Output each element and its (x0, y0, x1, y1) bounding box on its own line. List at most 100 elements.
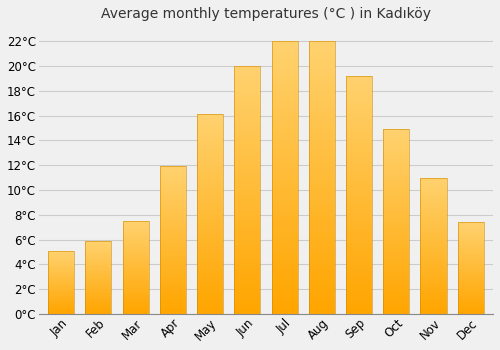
Bar (420, 273, 446, 276)
Bar (309, 287, 335, 292)
Bar (122, 256, 148, 258)
Bar (197, 206, 223, 210)
Bar (122, 269, 148, 271)
Bar (458, 248, 483, 250)
Bar (420, 243, 446, 246)
Bar (197, 286, 223, 290)
Bar (48, 287, 74, 289)
Bar (272, 205, 297, 210)
Bar (309, 210, 335, 216)
Bar (234, 254, 260, 259)
Bar (272, 216, 297, 221)
Bar (197, 126, 223, 131)
Bar (160, 243, 186, 246)
Bar (272, 90, 297, 96)
Bar (309, 298, 335, 303)
Bar (420, 267, 446, 270)
Bar (458, 255, 483, 257)
Bar (86, 276, 112, 277)
Bar (122, 226, 148, 229)
Bar (420, 298, 446, 300)
Bar (309, 265, 335, 270)
Bar (272, 134, 297, 140)
Bar (272, 199, 297, 205)
Bar (160, 281, 186, 285)
Bar (309, 216, 335, 221)
Bar (234, 86, 260, 91)
Bar (197, 154, 223, 158)
Bar (420, 259, 446, 262)
Bar (272, 189, 297, 194)
Bar (160, 217, 186, 219)
Bar (383, 170, 409, 174)
Bar (122, 279, 148, 280)
Bar (197, 294, 223, 298)
Bar (197, 254, 223, 258)
Bar (458, 233, 483, 235)
Bar (458, 224, 483, 226)
Bar (458, 222, 483, 224)
Bar (234, 165, 260, 170)
Bar (346, 95, 372, 100)
Bar (346, 233, 372, 238)
Bar (48, 282, 74, 284)
Bar (383, 288, 409, 292)
Bar (48, 280, 74, 281)
Bar (309, 107, 335, 112)
Bar (272, 227, 297, 232)
Bar (86, 303, 112, 305)
Bar (197, 210, 223, 214)
Bar (383, 233, 409, 236)
Bar (122, 239, 148, 241)
Bar (234, 185, 260, 190)
Bar (346, 124, 372, 128)
Bar (383, 159, 409, 162)
Bar (160, 249, 186, 252)
Bar (48, 298, 74, 299)
Bar (458, 294, 483, 295)
Bar (420, 262, 446, 265)
Bar (197, 262, 223, 266)
Bar (234, 190, 260, 195)
Bar (48, 261, 74, 262)
Bar (48, 273, 74, 275)
Bar (383, 144, 409, 148)
Bar (383, 188, 409, 192)
Bar (383, 192, 409, 196)
Bar (122, 286, 148, 288)
Bar (86, 298, 112, 299)
Bar (122, 266, 148, 267)
Bar (420, 276, 446, 279)
Bar (160, 261, 186, 264)
Bar (272, 281, 297, 287)
Bar (458, 226, 483, 228)
Bar (48, 251, 74, 314)
Bar (346, 157, 372, 162)
Bar (420, 281, 446, 284)
Bar (234, 135, 260, 140)
Bar (48, 257, 74, 258)
Bar (86, 293, 112, 295)
Bar (86, 313, 112, 314)
Bar (420, 232, 446, 235)
Bar (86, 288, 112, 289)
Bar (383, 292, 409, 295)
Bar (48, 266, 74, 267)
Bar (160, 240, 186, 243)
Bar (309, 74, 335, 79)
Bar (160, 273, 186, 275)
Bar (420, 284, 446, 287)
Bar (86, 254, 112, 256)
Bar (48, 258, 74, 260)
Bar (234, 200, 260, 205)
Bar (383, 177, 409, 181)
Bar (197, 234, 223, 238)
Bar (234, 155, 260, 160)
Bar (272, 265, 297, 270)
Bar (383, 140, 409, 144)
Bar (160, 296, 186, 299)
Bar (458, 250, 483, 252)
Bar (197, 119, 223, 122)
Bar (160, 231, 186, 234)
Bar (160, 267, 186, 270)
